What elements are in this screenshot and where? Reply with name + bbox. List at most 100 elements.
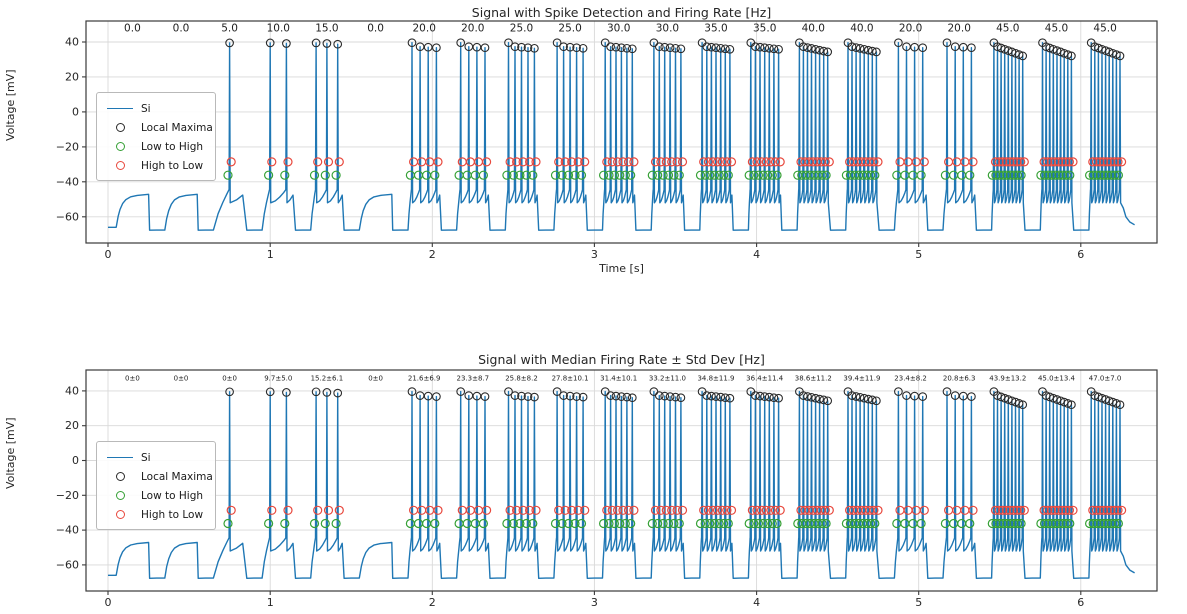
high-to-low-marker	[667, 157, 677, 167]
low-to-high-marker	[563, 518, 574, 529]
high-to-low-marker	[1053, 505, 1064, 515]
high-to-low-marker	[560, 157, 570, 167]
low-to-high-marker	[719, 170, 729, 180]
local-maxima-marker	[565, 391, 575, 401]
low-to-high-marker	[1113, 170, 1124, 180]
low-to-high-marker	[709, 170, 720, 180]
high-to-low-marker	[580, 505, 590, 515]
low-to-high-marker	[331, 170, 341, 180]
high-to-low-marker	[505, 157, 515, 167]
high-to-low-marker	[465, 505, 475, 515]
local-maxima-marker	[456, 387, 466, 396]
local-maxima-marker	[867, 395, 877, 405]
high-to-low-marker	[573, 505, 583, 515]
high-to-low-marker	[409, 505, 419, 515]
high-to-low-marker	[895, 157, 905, 167]
high-to-low-marker	[968, 505, 978, 515]
legend-circle-glyph	[115, 142, 125, 151]
local-maxima-marker	[510, 42, 520, 52]
local-maxima-marker	[769, 393, 779, 403]
local-maxima-marker	[660, 391, 670, 401]
circle-marker-icon	[105, 123, 135, 132]
low-to-high-marker	[620, 170, 630, 180]
high-to-low-marker	[717, 157, 727, 167]
high-to-low-marker	[1008, 505, 1019, 515]
local-maxima-marker	[504, 387, 513, 396]
high-to-low-marker	[752, 505, 762, 515]
x-tick-label: 4	[753, 596, 760, 609]
high-to-low-marker	[712, 157, 723, 167]
low-to-high-marker	[700, 518, 710, 529]
high-to-low-marker	[1098, 157, 1109, 167]
high-to-low-marker	[1109, 505, 1120, 515]
firing-rate-label: 35.0	[753, 23, 776, 35]
local-maxima-marker	[1048, 44, 1058, 54]
low-to-high-marker	[223, 170, 233, 180]
local-maxima-marker	[530, 43, 539, 53]
low-to-high-marker	[609, 518, 620, 529]
high-to-low-marker	[1005, 505, 1015, 515]
local-maxima-marker	[799, 391, 808, 400]
high-to-low-marker	[968, 157, 978, 167]
local-maxima-marker	[725, 44, 735, 54]
high-to-low-marker	[994, 505, 1004, 515]
high-to-low-marker	[919, 505, 929, 515]
firing-rate-label: 20.0	[413, 23, 436, 35]
local-maxima-marker	[1014, 399, 1024, 408]
low-to-high-marker	[1110, 170, 1120, 180]
low-to-high-marker	[994, 170, 1005, 180]
high-to-low-marker	[1019, 157, 1029, 167]
local-maxima-marker	[1112, 399, 1121, 408]
low-to-high-marker	[705, 170, 715, 180]
high-to-low-marker	[998, 157, 1008, 167]
bottom-plot-title: Signal with Median Firing Rate ± Std Dev…	[478, 352, 765, 367]
high-to-low-marker	[1057, 157, 1067, 167]
firing-rate-label: 47.0±7.0	[1089, 374, 1122, 382]
local-maxima-marker	[823, 47, 833, 57]
high-to-low-marker	[267, 157, 277, 167]
high-to-low-marker	[1001, 505, 1011, 515]
local-maxima-marker	[322, 388, 332, 397]
low-to-high-marker	[892, 518, 902, 529]
high-to-low-marker	[650, 505, 661, 515]
low-to-high-marker	[1016, 518, 1026, 529]
firing-rate-label: 20.8±6.3	[943, 374, 976, 382]
firing-rate-label: 25.8±8.2	[505, 374, 538, 382]
low-to-high-marker	[940, 518, 951, 529]
high-to-low-marker	[1106, 157, 1116, 167]
low-to-high-marker	[1088, 518, 1098, 529]
firing-rate-label: 45.0±13.4	[1038, 374, 1076, 382]
firing-rate-label: 30.0	[607, 23, 630, 35]
high-to-low-marker	[895, 505, 905, 515]
high-to-low-marker	[722, 505, 732, 515]
high-to-low-marker	[656, 157, 666, 167]
local-maxima-marker	[823, 396, 833, 406]
high-to-low-marker	[1046, 157, 1056, 167]
top-x-axis-label: Time [s]	[599, 262, 644, 275]
firing-rate-label: 0±0	[222, 374, 237, 382]
y-tick-label: −20	[56, 140, 79, 153]
local-maxima-marker	[711, 43, 721, 53]
high-to-low-marker	[770, 157, 781, 167]
local-maxima-marker	[559, 391, 568, 400]
high-to-low-marker	[661, 157, 671, 167]
high-to-low-marker	[708, 157, 718, 167]
low-to-high-marker	[331, 518, 341, 529]
local-maxima-marker	[671, 43, 680, 53]
local-maxima-marker	[523, 43, 533, 53]
local-maxima-marker	[807, 392, 816, 402]
low-to-high-marker	[521, 170, 532, 180]
high-to-low-marker	[518, 505, 528, 515]
firing-rate-label: 45.0	[1093, 23, 1116, 35]
low-to-high-marker	[1110, 518, 1120, 529]
high-to-low-marker	[747, 505, 758, 515]
high-to-low-marker	[703, 505, 714, 515]
high-to-low-marker	[1102, 505, 1112, 515]
low-to-high-marker	[647, 518, 657, 529]
low-to-high-marker	[866, 518, 876, 529]
low-to-high-marker	[653, 170, 663, 180]
high-to-low-marker	[1064, 505, 1075, 515]
high-to-low-marker	[511, 505, 522, 515]
low-to-high-marker	[309, 518, 320, 529]
low-to-high-marker	[615, 170, 625, 180]
